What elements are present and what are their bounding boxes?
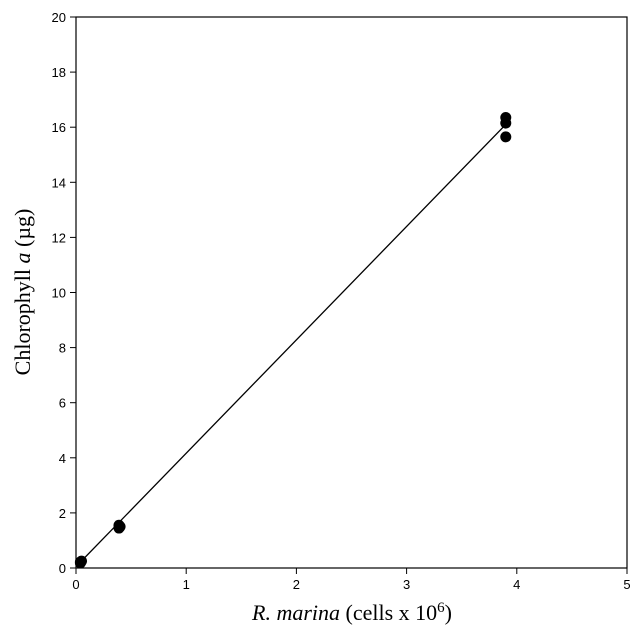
y-tick-label: 12 — [52, 230, 66, 245]
y-tick-label: 2 — [59, 506, 66, 521]
x-tick-label: 5 — [623, 577, 630, 592]
x-tick-label: 4 — [513, 577, 520, 592]
data-point — [76, 555, 88, 567]
fit-line-group — [75, 123, 507, 568]
data-point — [500, 131, 512, 143]
y-tick-label: 0 — [59, 561, 66, 576]
y-axis-title-unit: (µg) — [10, 209, 35, 253]
x-axis-title: R. marina (cells x 106) — [251, 600, 452, 625]
y-tick-label: 10 — [52, 286, 66, 301]
x-axis-title-italic: R. marina — [251, 600, 340, 625]
x-axis-title-text: (cells x 10 — [340, 600, 437, 625]
y-axis-title-text: Chlorophyll — [10, 263, 35, 375]
data-point — [500, 112, 512, 124]
y-tick-label: 6 — [59, 396, 66, 411]
x-tick-label: 0 — [72, 577, 79, 592]
x-tick-label: 1 — [183, 577, 190, 592]
data-points — [74, 112, 512, 569]
y-axis-title-italic: a — [10, 252, 35, 263]
y-tick-label: 18 — [52, 65, 66, 80]
axes — [75, 16, 628, 569]
x-tick-label: 3 — [403, 577, 410, 592]
data-point — [114, 521, 126, 533]
y-tick-label: 20 — [52, 10, 66, 25]
y-tick-label: 8 — [59, 341, 66, 356]
regression-line — [75, 123, 507, 568]
y-tick-label: 4 — [59, 451, 66, 466]
y-axis-title: Chlorophyll a (µg) — [10, 209, 35, 376]
plot-frame — [75, 16, 628, 569]
x-axis-title-close: ) — [445, 600, 452, 625]
y-tick-label: 16 — [52, 120, 66, 135]
x-axis-title-superscript: 6 — [437, 600, 445, 616]
y-tick-label: 14 — [52, 175, 66, 190]
x-tick-label: 2 — [293, 577, 300, 592]
